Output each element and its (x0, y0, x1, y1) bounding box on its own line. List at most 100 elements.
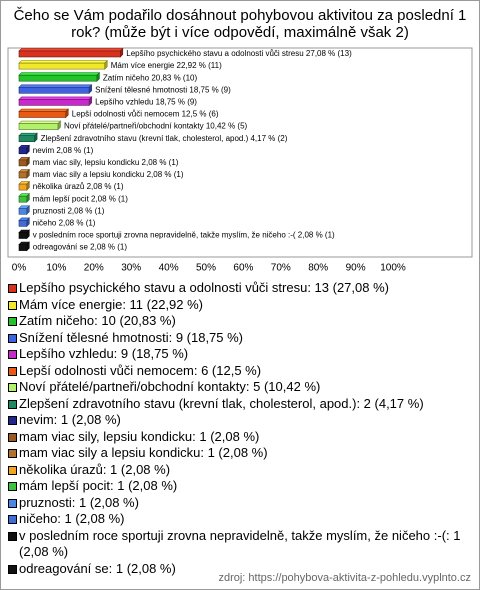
bar (18, 50, 121, 58)
legend-item: v posledním roce sportuji zrovna nepravi… (7, 528, 473, 561)
data-label: Lepšího psychického stavu a odolnosti vů… (126, 49, 352, 58)
legend-label: odreagování se: 1 (2,08 %) (19, 560, 176, 576)
bar-top (18, 60, 108, 64)
legend-swatch (8, 399, 17, 409)
bar-top (18, 72, 101, 76)
legend: Lepšího psychického stavu a odolnosti vů… (7, 280, 473, 577)
legend-swatch (8, 531, 17, 541)
bar-top (18, 108, 69, 112)
legend-label: Snížení tělesné hmotnosti: 9 (18,75 %) (19, 329, 244, 345)
bar (18, 183, 28, 191)
legend-item: mam viac sily a lepsiu kondicku: 1 (2,08… (7, 445, 473, 462)
data-label: Mám více energie 22,92 % (11) (111, 61, 222, 70)
bar-top (18, 120, 62, 124)
bar-top (18, 132, 38, 136)
data-label: Snížení tělesné hmotnosti 18,75 % (9) (95, 85, 231, 94)
legend-label: mam viac sily a lepsiu kondicku: 1 (2,08… (19, 445, 268, 460)
legend-item: Zatím ničeho: 10 (20,83 %) (7, 313, 473, 330)
data-label: ničeho 2,08 % (1) (33, 219, 96, 228)
legend-item: Lepšího psychického stavu a odolnosti vů… (7, 280, 473, 297)
data-label: odreagování se 2,08 % (1) (33, 243, 128, 252)
bar (18, 135, 35, 142)
x-tick-label: 100% (380, 263, 406, 274)
data-label: pruznosti 2,08 % (1) (33, 206, 105, 215)
legend-swatch (8, 564, 17, 574)
legend-swatch (8, 366, 17, 376)
x-tick-label: 20% (84, 263, 104, 274)
legend-swatch (8, 416, 17, 425)
data-label: nevim 2,08 % (1) (33, 146, 94, 155)
bar-top (18, 84, 93, 88)
legend-swatch (8, 432, 17, 442)
data-label: Lepšího vzhledu 18,75 % (9) (95, 98, 197, 107)
legend-item: Mám více energie: 11 (22,92 %) (7, 297, 473, 314)
bar (18, 208, 28, 215)
bar (18, 111, 67, 118)
bar (18, 232, 28, 239)
legend-item: Lepší odolnosti vůči nemocem: 6 (12,5 %) (7, 363, 473, 380)
legend-label: v posledním roce sportuji zrovna nepravi… (19, 527, 461, 560)
legend-label: Lepšího vzhledu: 9 (18,75 %) (19, 346, 189, 361)
legend-swatch (8, 284, 17, 293)
legend-swatch (8, 482, 17, 491)
legend-swatch (8, 515, 17, 524)
legend-label: nevim: 1 (2,08 %) (19, 412, 121, 427)
bar (18, 87, 90, 94)
legend-label: Mám více energie: 11 (22,92 %) (19, 296, 204, 312)
bar (18, 171, 28, 179)
legend-label: Noví přátelé/partneři/obchodní kontakty:… (19, 379, 321, 394)
legend-item: nevim: 1 (2,08 %) (7, 412, 473, 429)
legend-swatch (8, 350, 17, 359)
x-tick-label: 60% (233, 263, 253, 274)
legend-item: ničeho: 1 (2,08 %) (7, 511, 473, 528)
legend-label: Zlepšení zdravotního stavu (krevní tlak,… (19, 395, 424, 411)
legend-swatch (8, 317, 17, 326)
x-tick-label: 0% (12, 263, 27, 274)
legend-swatch (8, 383, 17, 392)
bar (18, 62, 106, 70)
legend-item: Zlepšení zdravotního stavu (krevní tlak,… (7, 396, 473, 413)
source: zdroj: https://pohybova-aktivita-z-pohle… (218, 572, 471, 584)
legend-label: pruznosti: 1 (2,08 %) (19, 494, 139, 510)
legend-item: několika úrazů: 1 (2,08 %) (7, 462, 473, 479)
bar (18, 74, 98, 82)
plot-frame (7, 47, 473, 258)
data-label: mam viac sily, lepsiu kondicku 2,08 % (1… (33, 158, 179, 167)
data-label: Zlepšení zdravotního stavu (krevní tlak,… (41, 134, 288, 143)
legend-label: několika úrazů: 1 (2,08 %) (19, 461, 171, 477)
x-tick-label: 50% (196, 263, 216, 274)
legend-item: Snížení tělesné hmotnosti: 9 (18,75 %) (7, 330, 473, 347)
data-label: mam viac sily a lepsiu kondicku 2,08 % (… (33, 170, 184, 179)
legend-label: mám lepší pocit: 1 (2,08 %) (19, 478, 178, 493)
legend-label: Lepšího psychického stavu a odolnosti vů… (19, 280, 389, 295)
bar (18, 147, 28, 155)
chart-title: Čeho se Vám podařilo dosáhnout pohybovou… (13, 7, 467, 41)
legend-swatch (8, 498, 17, 508)
legend-item: mam viac sily, lepsiu kondicku: 1 (2,08 … (7, 429, 473, 446)
legend-swatch (8, 333, 17, 343)
bar (18, 220, 28, 227)
legend-item: odreagování se: 1 (2,08 %) (7, 561, 473, 578)
bar (18, 159, 28, 167)
bar (18, 195, 28, 203)
legend-item: Lepšího vzhledu: 9 (18,75 %) (7, 346, 473, 363)
data-label: mám lepší pocit 2,08 % (1) (33, 194, 128, 203)
legend-swatch (8, 465, 17, 475)
legend-item: Noví přátelé/partneři/obchodní kontakty:… (7, 379, 473, 396)
data-label: Zatím ničeho 20,83 % (10) (103, 73, 198, 82)
bar (18, 123, 59, 130)
data-label: v posledním roce sportuji zrovna nepravi… (33, 231, 335, 240)
x-tick-label: 30% (121, 263, 141, 274)
bar (18, 244, 28, 251)
legend-swatch (8, 449, 17, 458)
bar (18, 99, 90, 106)
bar-top (18, 48, 124, 52)
data-label: Lepší odolnosti vůči nemocem 12,5 % (6) (72, 110, 219, 119)
data-label: Noví přátelé/partneři/obchodní kontakty … (64, 122, 248, 131)
x-tick-label: 90% (346, 263, 366, 274)
data-label: několika úrazů 2,08 % (1) (33, 182, 124, 191)
legend-swatch (8, 300, 17, 310)
legend-label: ničeho: 1 (2,08 %) (19, 511, 125, 526)
x-tick-label: 40% (159, 263, 179, 274)
